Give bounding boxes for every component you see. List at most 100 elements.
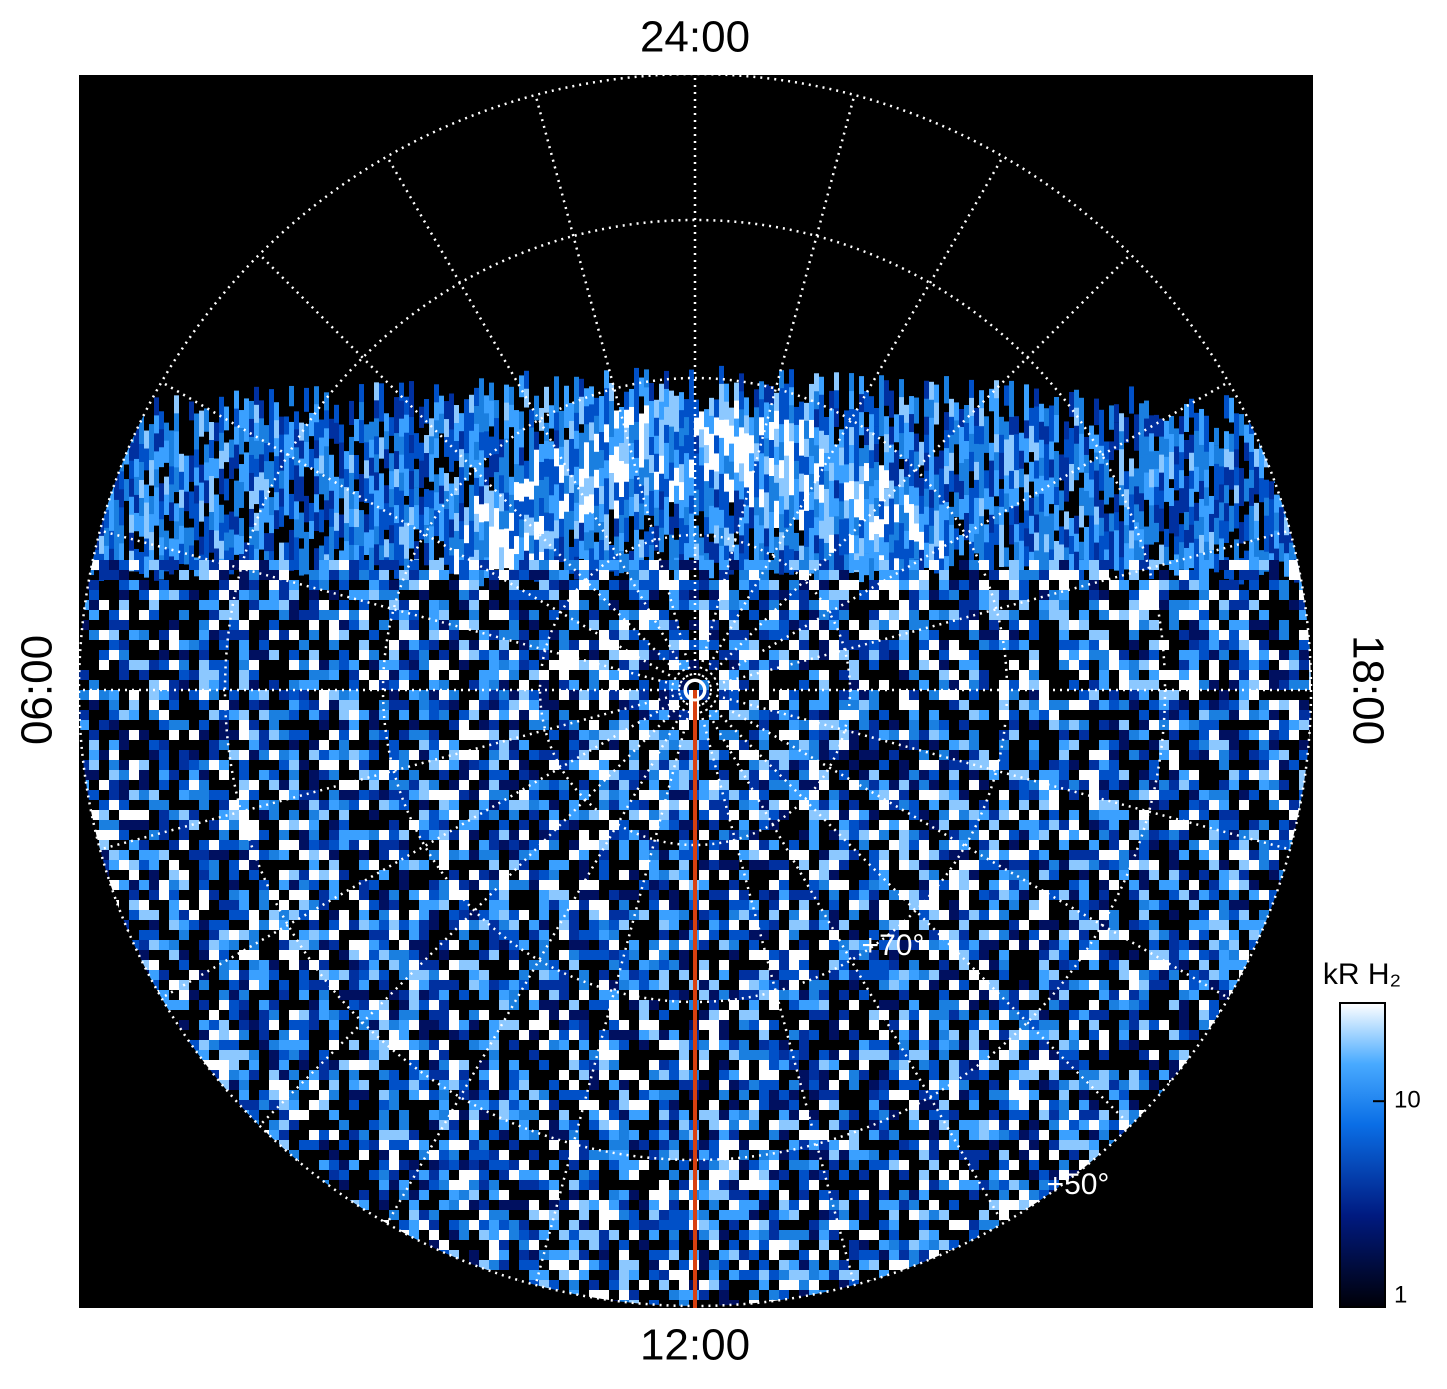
emission-cell (1109, 920, 1119, 930)
emission-cell (1189, 770, 1199, 780)
emission-cell (1179, 820, 1189, 830)
emission-streak (529, 427, 534, 456)
emission-cell (869, 640, 879, 650)
emission-cell (609, 680, 619, 690)
emission-cell (139, 860, 149, 870)
emission-cell (689, 580, 699, 590)
emission-streak (564, 529, 569, 555)
emission-streak (839, 465, 844, 490)
emission-cell (879, 820, 889, 830)
emission-cell (869, 930, 879, 940)
emission-streak (1094, 452, 1099, 478)
emission-streak (1039, 403, 1044, 429)
emission-cell (109, 720, 119, 730)
emission-streak (574, 448, 579, 468)
emission-cell (679, 720, 689, 730)
emission-cell (289, 810, 299, 820)
emission-cell (399, 750, 409, 760)
emission-cell (489, 800, 499, 810)
emission-cell (729, 910, 739, 920)
emission-cell (149, 890, 159, 900)
emission-cell (989, 860, 999, 870)
emission-cell (219, 850, 229, 860)
emission-cell (629, 780, 639, 790)
emission-streak (244, 398, 249, 424)
emission-streak (244, 416, 249, 442)
emission-cell (1119, 650, 1129, 660)
emission-cell (749, 790, 759, 800)
emission-streak (234, 444, 239, 469)
emission-cell (279, 900, 289, 910)
emission-cell (759, 660, 769, 670)
emission-cell (1289, 660, 1299, 670)
emission-streak (1249, 469, 1254, 491)
emission-cell (149, 610, 159, 620)
emission-cell (1119, 850, 1129, 860)
emission-cell (959, 680, 969, 690)
emission-cell (879, 580, 889, 590)
emission-streak (1169, 452, 1174, 480)
emission-cell (1059, 840, 1069, 850)
emission-streak (1084, 454, 1089, 474)
emission-cell (819, 630, 829, 640)
emission-cell (569, 810, 579, 820)
emission-cell (1279, 670, 1289, 680)
emission-cell (449, 640, 459, 650)
emission-cell (199, 650, 209, 660)
emission-streak (949, 542, 954, 567)
emission-streak (1039, 439, 1044, 467)
emission-cell (419, 830, 429, 840)
emission-streak (504, 402, 509, 421)
emission-cell (1109, 660, 1119, 670)
emission-cell (749, 920, 759, 930)
emission-streak (329, 418, 334, 439)
emission-streak (554, 502, 559, 526)
emission-cell (639, 590, 649, 600)
emission-cell (679, 860, 689, 870)
emission-cell (1279, 830, 1289, 840)
emission-streak (834, 390, 839, 414)
emission-cell (339, 560, 349, 570)
emission-cell (429, 910, 439, 920)
emission-streak (219, 396, 224, 422)
emission-cell (639, 800, 649, 810)
emission-streak (859, 448, 864, 468)
emission-cell (359, 910, 369, 920)
emission-streak (264, 533, 269, 557)
emission-cell (619, 820, 629, 830)
emission-cell (409, 670, 419, 680)
emission-cell (429, 810, 439, 820)
emission-cell (339, 690, 349, 700)
emission-cell (1209, 820, 1219, 830)
emission-streak (719, 437, 724, 464)
emission-cell (1149, 830, 1159, 840)
emission-streak (929, 381, 934, 407)
emission-streak (344, 451, 349, 476)
emission-cell (389, 840, 399, 850)
emission-cell (829, 800, 839, 810)
emission-cell (369, 930, 379, 940)
emission-cell (1279, 720, 1289, 730)
emission-streak (304, 441, 309, 468)
emission-cell (189, 910, 199, 920)
emission-streak (464, 525, 469, 547)
emission-cell (429, 920, 439, 930)
emission-cell (1189, 600, 1199, 610)
emission-streak (894, 468, 899, 491)
emission-streak (1179, 416, 1184, 435)
emission-cell (189, 770, 199, 780)
emission-cell (979, 800, 989, 810)
emission-cell (919, 600, 929, 610)
emission-cell (1039, 910, 1049, 920)
emission-streak (859, 484, 864, 507)
emission-streak (114, 517, 119, 541)
emission-cell (399, 840, 409, 850)
emission-cell (799, 910, 809, 920)
emission-cell (1299, 720, 1309, 730)
emission-cell (589, 840, 599, 850)
emission-streak (619, 550, 624, 574)
emission-cell (609, 820, 619, 830)
emission-streak (959, 444, 964, 471)
emission-cell (1039, 850, 1049, 860)
emission-streak (599, 468, 604, 487)
